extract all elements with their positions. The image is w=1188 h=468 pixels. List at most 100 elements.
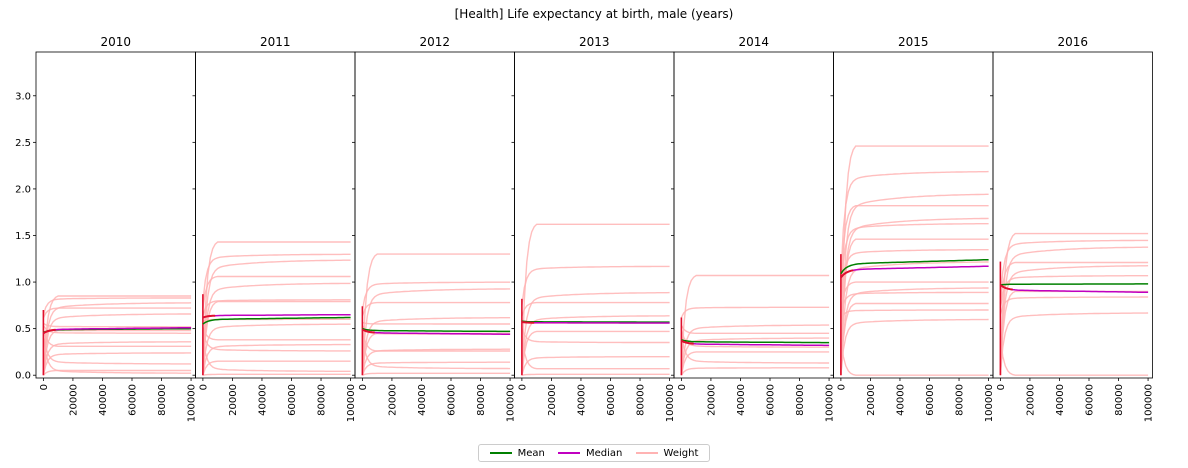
weight-line — [840, 309, 989, 319]
weight-line — [840, 287, 989, 376]
series-group-2010 — [42, 295, 192, 376]
weight-line — [521, 223, 670, 376]
panel-title-2015: 2015 — [898, 35, 929, 49]
weight-line — [999, 261, 1149, 305]
panel-2014: 2014 0 20000 40000 60000 80000 100000 — [671, 35, 836, 422]
x-tick-label: 100000 — [665, 384, 676, 422]
median-overlay — [999, 284, 1013, 291]
weight-line — [361, 335, 511, 370]
weight-line — [999, 290, 1149, 376]
panel-title-2013: 2013 — [579, 35, 610, 49]
weight-line — [202, 360, 351, 376]
weight-line — [42, 334, 192, 365]
weight-line — [840, 193, 989, 376]
weight-line — [202, 282, 351, 376]
weight-line — [42, 302, 192, 376]
median-line — [43, 326, 192, 334]
weight-line — [680, 274, 830, 376]
weight-line — [42, 313, 192, 376]
weight-line — [680, 329, 830, 348]
weight-line — [202, 343, 351, 376]
x-tick-label: 100000 — [187, 384, 198, 422]
weight-line — [42, 341, 192, 376]
x-tick-label: 0 — [996, 384, 1007, 390]
weight-line — [202, 323, 351, 376]
panel-2010: 2010 0.0 0.5 1.0 1.5 2.0 2.5 3.0 0 20000 40000 6000… — [15, 35, 197, 422]
weight-line — [840, 302, 989, 376]
weight-line — [202, 373, 351, 376]
weight-line — [680, 351, 830, 376]
weight-line — [42, 352, 192, 376]
y-tick-label: 0.0 — [15, 371, 31, 382]
x-tick-label: 40000 — [1055, 384, 1066, 416]
x-tick-label: 100000 — [506, 384, 517, 422]
x-tick-label: 60000 — [1084, 384, 1095, 416]
weight-line — [202, 299, 351, 316]
weight-line — [361, 317, 511, 376]
weight-line — [521, 301, 670, 317]
x-tick-label: 80000 — [636, 384, 647, 416]
weight-line — [840, 217, 989, 376]
panel-frame — [354, 51, 515, 379]
legend-label-median: Median — [586, 447, 623, 459]
weight-line — [840, 249, 989, 301]
weight-line — [840, 170, 989, 277]
x-tick-label: 20000 — [68, 384, 79, 416]
panel-title-2010: 2010 — [100, 35, 131, 49]
y-tick-label: 2.5 — [15, 138, 31, 149]
series-group-2013 — [521, 223, 670, 376]
weight-line — [521, 335, 670, 370]
weight-line — [42, 337, 192, 374]
weight-line — [361, 361, 511, 376]
x-tick-label: 100000 — [346, 384, 357, 422]
weight-line — [680, 325, 830, 334]
x-tick-label: 100000 — [1144, 384, 1155, 422]
legend-swatch-mean — [489, 452, 512, 454]
panel-frame — [833, 51, 994, 379]
median-overlay — [521, 321, 535, 324]
weight-line — [680, 306, 830, 318]
x-tick-label: 40000 — [576, 384, 587, 416]
mean-line — [202, 316, 351, 325]
legend-item-mean: Mean — [489, 447, 545, 459]
mean-line — [521, 320, 670, 323]
weight-line — [999, 239, 1149, 298]
x-tick-label: 20000 — [1025, 384, 1036, 416]
weight-line — [680, 324, 830, 376]
x-tick-label: 60000 — [446, 384, 457, 416]
x-tick-label: 40000 — [257, 384, 268, 416]
median-overlay — [42, 328, 56, 335]
weight-line — [202, 336, 351, 372]
weight-line — [361, 288, 511, 376]
legend-label-mean: Mean — [517, 447, 545, 459]
weight-line — [361, 330, 511, 352]
y-tick-label: 2.0 — [15, 184, 31, 195]
series-group-2015 — [840, 145, 989, 376]
panel-title-2016: 2016 — [1057, 35, 1088, 49]
weight-line — [521, 373, 670, 376]
weight-line — [202, 275, 351, 309]
legend: Mean Median Weight — [478, 444, 710, 462]
median-line — [362, 328, 511, 335]
median-line — [202, 313, 351, 319]
weight-line — [361, 253, 511, 376]
mean-line — [362, 327, 511, 333]
weight-line — [521, 356, 670, 376]
panel-title-2011: 2011 — [260, 35, 291, 49]
x-tick-label: 60000 — [606, 384, 617, 416]
x-tick-label: 40000 — [98, 384, 109, 416]
weight-line — [840, 291, 989, 314]
mean-line — [1000, 283, 1149, 286]
median-overlay — [361, 328, 375, 334]
x-tick-label: 80000 — [317, 384, 328, 416]
median-overlay — [840, 269, 854, 279]
x-tick-label: 80000 — [1114, 384, 1125, 416]
legend-item-median: Median — [558, 448, 622, 459]
weight-line — [42, 329, 192, 376]
weight-line — [999, 265, 1149, 376]
panel-frame — [514, 51, 675, 379]
weight-line — [42, 295, 192, 376]
weight-line — [202, 327, 351, 341]
x-tick-label: 60000 — [765, 384, 776, 416]
weight-line — [840, 261, 989, 376]
